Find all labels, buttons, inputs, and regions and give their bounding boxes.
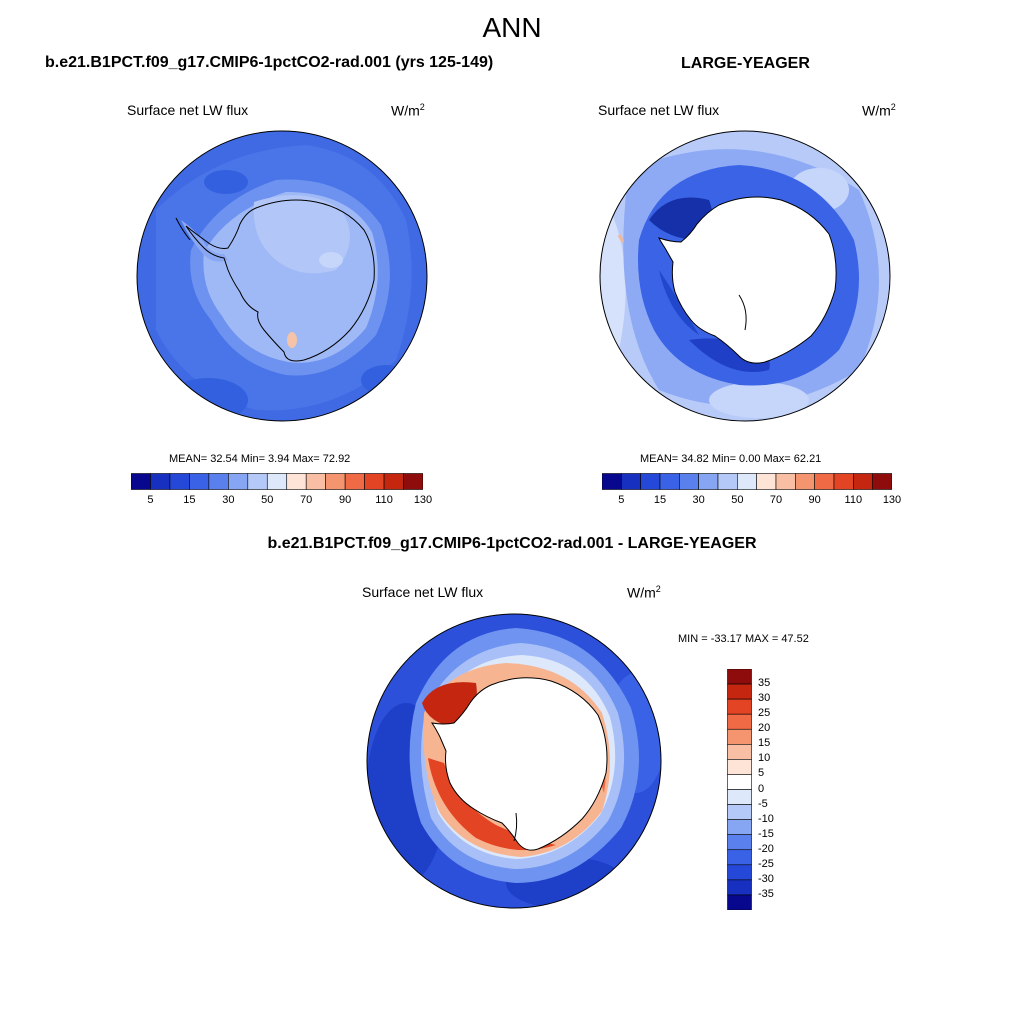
panel2-colorbar-box bbox=[872, 473, 892, 490]
panel1-colorbar-box bbox=[150, 473, 171, 490]
panel3-colorbar-tick-label: 10 bbox=[758, 752, 771, 765]
panel1-colorbar-box bbox=[266, 473, 288, 490]
panel2-colorbar-tick-label: 110 bbox=[844, 494, 863, 506]
panel2-units: W/m2 bbox=[862, 102, 896, 119]
panel1-colorbar-tick-label: 70 bbox=[300, 494, 313, 506]
panel1-colorbar-box bbox=[228, 473, 249, 490]
panel2-colorbar-box bbox=[717, 473, 738, 490]
panel2-colorbar-box bbox=[621, 473, 641, 490]
panel3-colorbar-box bbox=[727, 894, 752, 910]
panel1-colorbar-box bbox=[208, 473, 229, 490]
panel3-units: W/m2 bbox=[627, 584, 661, 601]
panel3-colorbar-tick-label: -20 bbox=[758, 842, 774, 855]
panel2-colorbar-box bbox=[814, 473, 835, 490]
panel3-colorbar-tick-label: -30 bbox=[758, 872, 774, 885]
panel2-colorbar-tick-label: 130 bbox=[882, 494, 902, 506]
panel3-colorbar-tick-label: -35 bbox=[758, 887, 774, 900]
panel1-colorbar-box bbox=[305, 473, 326, 490]
panel3-title: b.e21.B1PCT.f09_g17.CMIP6-1pctCO2-rad.00… bbox=[267, 535, 757, 552]
panel3-colorbar-tick-label: 15 bbox=[758, 737, 771, 750]
panel2-colorbar-tick-label: 5 bbox=[618, 494, 625, 506]
panel2-colorbar-tick-label: 90 bbox=[808, 494, 821, 506]
panel3-colorbar-tick-label: 0 bbox=[758, 782, 765, 795]
panel1-colorbar-box bbox=[344, 473, 365, 490]
panel1-colorbar-box bbox=[247, 473, 268, 490]
panel1-colorbar-box bbox=[325, 473, 346, 490]
panel2-colorbar bbox=[602, 473, 892, 490]
panel3-colorbar-tick-label: 25 bbox=[758, 707, 771, 720]
panel1-colorbar-tick-label: 50 bbox=[261, 494, 274, 506]
panel3-colorbar-box bbox=[727, 669, 752, 685]
panel3-colorbar-box bbox=[727, 774, 752, 790]
panel3-colorbar-tick-label: -10 bbox=[758, 812, 774, 825]
panel1-colorbar-tick-label: 5 bbox=[147, 494, 154, 506]
figure-title: ANN bbox=[482, 12, 542, 43]
panel1-colorbar-tick-label: 130 bbox=[413, 494, 433, 506]
panel1-colorbar-box bbox=[403, 473, 423, 490]
panel1-colorbar-tick-label: 90 bbox=[339, 494, 352, 506]
panel1-colorbar-box bbox=[189, 473, 210, 490]
panel1-colorbar-box bbox=[383, 473, 404, 490]
panel3-colorbar-box bbox=[727, 804, 752, 820]
panel3-colorbar-box bbox=[727, 789, 752, 805]
panel3-colorbar-box bbox=[727, 698, 752, 715]
panel3-stats: MIN = -33.17 MAX = 47.52 bbox=[678, 633, 809, 645]
panel3-colorbar-ticks: 35 30 25 20 15 10 5 0 -5 -10 -15 -20 -25 -30 -35 bbox=[758, 669, 798, 910]
panel3-colorbar-box bbox=[727, 819, 752, 835]
panel3-colorbar-tick-label: -5 bbox=[758, 797, 768, 810]
panel1-colorbar-box bbox=[286, 473, 307, 490]
panel3-colorbar-tick-label: 5 bbox=[758, 767, 765, 780]
panel3-colorbar-box bbox=[727, 864, 752, 881]
panel3-colorbar bbox=[727, 669, 752, 910]
panel1-variable-label: Surface net LW flux bbox=[127, 102, 249, 118]
panel3-colorbar-tick-label: -15 bbox=[758, 827, 774, 840]
panel1-colorbar-tick-label: 110 bbox=[375, 494, 393, 506]
panel2-title: LARGE-YEAGER bbox=[681, 55, 810, 72]
panel1-title: b.e21.B1PCT.f09_g17.CMIP6-1pctCO2-rad.00… bbox=[45, 54, 494, 71]
panel1-colorbar-box bbox=[364, 473, 385, 490]
panel1-stats: MEAN= 32.54 Min= 3.94 Max= 72.92 bbox=[169, 453, 351, 465]
panel3-variable-label: Surface net LW flux bbox=[362, 584, 484, 600]
panel2-colorbar-box bbox=[737, 473, 757, 490]
panel1-colorbar-tick-label: 15 bbox=[183, 494, 196, 506]
panel2-colorbar-ticks: 5 15 30 50 70 90 110 130 bbox=[602, 494, 901, 510]
panel2-colorbar-tick-label: 70 bbox=[769, 494, 783, 506]
panel2-colorbar-box bbox=[640, 473, 661, 490]
panel2-map bbox=[599, 130, 891, 422]
panel3-colorbar-box bbox=[727, 759, 752, 775]
panel3-colorbar-box bbox=[727, 879, 752, 896]
panel3-map bbox=[366, 613, 662, 909]
panel1-map bbox=[136, 130, 428, 422]
panel2-colorbar-box bbox=[795, 473, 815, 490]
panel1-colorbar-ticks: 5 15 30 50 70 90 110 130 bbox=[131, 494, 432, 510]
panel3-colorbar-box bbox=[727, 683, 752, 700]
panel3-colorbar-box bbox=[727, 728, 752, 745]
panel2-colorbar-tick-label: 30 bbox=[692, 494, 705, 506]
panel1-colorbar-box bbox=[131, 473, 151, 490]
panel3-colorbar-box bbox=[727, 713, 752, 730]
panel3-colorbar-box bbox=[727, 744, 752, 760]
panel2-colorbar-box bbox=[756, 473, 777, 490]
panel2-stats: MEAN= 34.82 Min= 0.00 Max= 62.21 bbox=[640, 453, 822, 465]
panel2-colorbar-tick-label: 15 bbox=[653, 494, 667, 506]
panel2-colorbar-tick-label: 50 bbox=[731, 494, 744, 506]
panel3-colorbar-tick-label: 35 bbox=[758, 677, 771, 690]
panel2-colorbar-box bbox=[775, 473, 796, 490]
panel2-variable-label: Surface net LW flux bbox=[598, 102, 720, 118]
panel3-colorbar-tick-label: 20 bbox=[758, 722, 771, 735]
panel3-colorbar-tick-label: 30 bbox=[758, 692, 771, 705]
panel2-colorbar-box bbox=[659, 473, 680, 490]
panel2-colorbar-box bbox=[833, 473, 854, 490]
panel2-colorbar-box bbox=[853, 473, 873, 490]
panel2-colorbar-box bbox=[698, 473, 719, 490]
panel2-colorbar-box bbox=[679, 473, 699, 490]
panel1-colorbar-box bbox=[169, 473, 190, 490]
panel1-units: W/m2 bbox=[391, 102, 425, 119]
panel1-colorbar-tick-label: 30 bbox=[222, 494, 235, 506]
panel2-colorbar-box bbox=[602, 473, 622, 490]
panel3-colorbar-tick-label: -25 bbox=[758, 857, 774, 870]
panel1-colorbar bbox=[131, 473, 423, 490]
panel3-colorbar-box bbox=[727, 834, 752, 851]
panel3-colorbar-box bbox=[727, 849, 752, 866]
